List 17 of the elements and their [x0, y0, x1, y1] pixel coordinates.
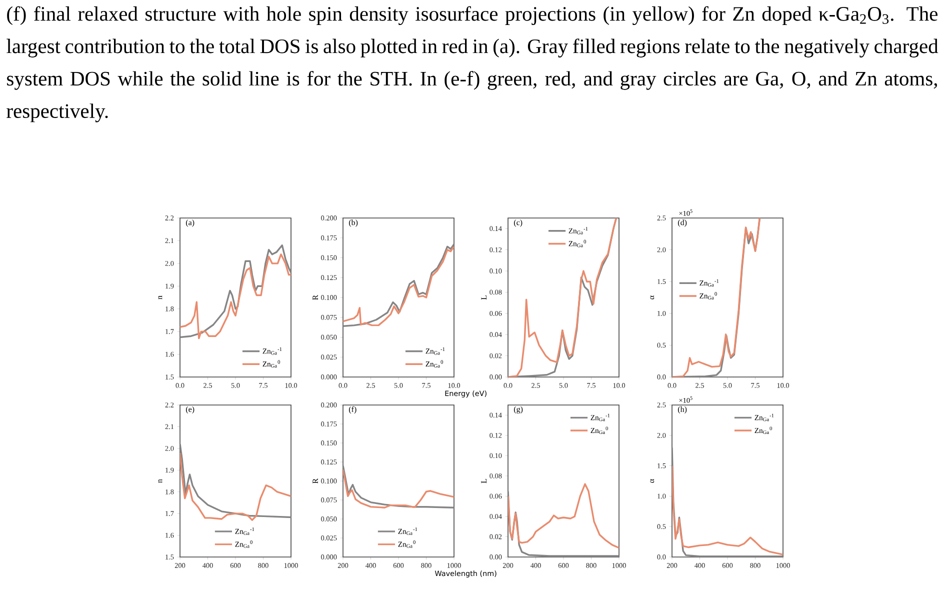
- y-axis-title: n: [158, 479, 162, 483]
- chart-title: (a): [186, 220, 194, 227]
- chart-title: (f): [348, 406, 356, 414]
- chart-title: (g): [514, 406, 523, 414]
- y-axis-title: L: [481, 296, 487, 300]
- chart-title: (c): [514, 220, 522, 227]
- y-axis-title: α: [650, 296, 654, 300]
- chart-title: (e): [186, 406, 194, 414]
- y-axis-title: R: [312, 478, 318, 484]
- y-axis-title: R: [312, 294, 318, 300]
- y-axis-title: L: [481, 479, 487, 484]
- text: (f) final relaxed structure with hole spin density isosurface projections (in yellow) for Zn doped κ-Ga$_{2}$O$_{3}$. The largest contribution to the total DOS is also plotted in red in (a). Gray filled regions relate to the negatively charged system DOS while the solid line is for the STH. In (e-f) green, red, and gray circles are Ga, O, and Zn atoms, respectively.: [6, 6, 938, 122]
- chart-title: (b): [348, 220, 358, 227]
- chart-title: (d): [678, 220, 687, 227]
- y-axis-title: n: [158, 296, 162, 300]
- chart-title: (h): [678, 406, 687, 414]
- y-axis-title: α: [650, 479, 654, 483]
